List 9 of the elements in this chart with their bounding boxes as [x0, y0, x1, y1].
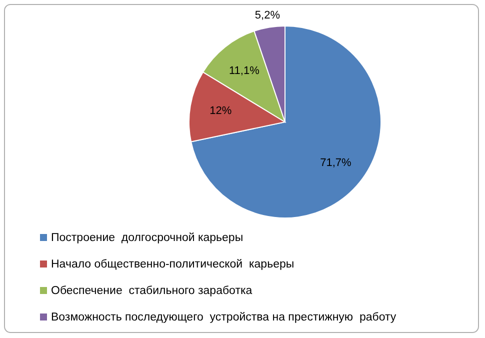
legend-label: Возможность последующего устройства на престижную работу: [51, 312, 396, 324]
data-label: 71,7%: [320, 157, 352, 170]
pie-slice: [190, 26, 382, 218]
data-label: 5,2%: [254, 9, 280, 22]
legend-label: Построение долгосрочной карьеры: [51, 232, 244, 244]
legend-label: Обеспечение стабильного заработка: [51, 285, 253, 298]
data-label: 12%: [210, 104, 232, 117]
legend-label: Начало общественно-политической карьеры: [51, 258, 294, 271]
data-label: 11,1%: [228, 64, 260, 77]
